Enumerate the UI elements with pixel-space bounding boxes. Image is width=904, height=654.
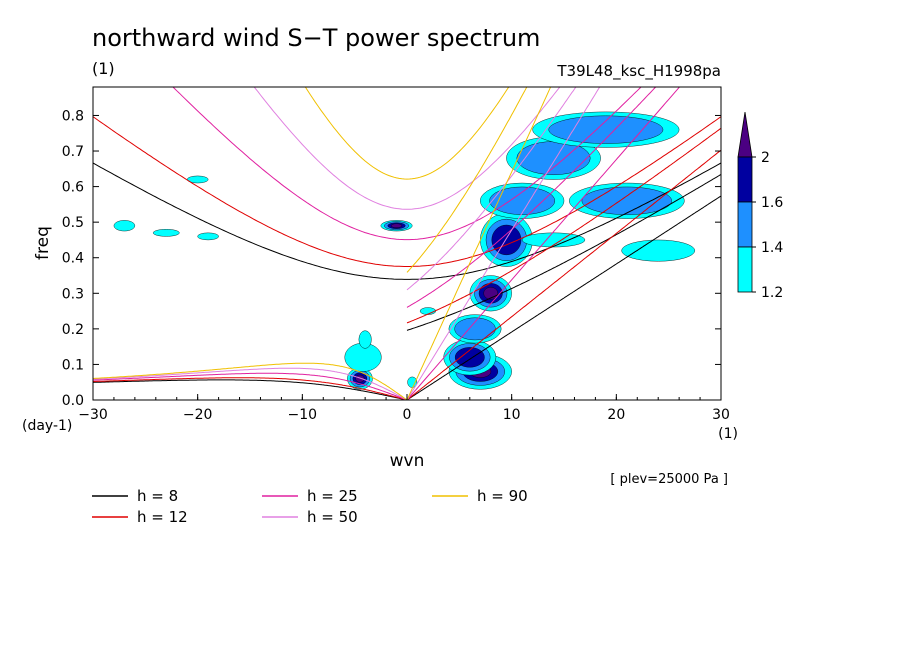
- colorbar-segment: [737, 156, 753, 203]
- x-axis: −30 −20 −10 0 10 20 30: [78, 394, 730, 423]
- chart-subtitle-right: T39L48_ksc_H1998pa: [556, 62, 721, 81]
- ig-curve-h90: [304, 87, 510, 180]
- contour-level-1: [521, 232, 586, 248]
- y-tick-label: 0.2: [62, 322, 84, 338]
- contour-level-1: [113, 220, 136, 232]
- mrg-curve-h50: [406, 87, 577, 291]
- colorbar-label: 2: [761, 150, 770, 166]
- contour-level-3: [454, 347, 485, 368]
- x-unit-label: (1): [718, 426, 738, 442]
- colorbar-label: 1.4: [761, 240, 783, 256]
- chart-title: northward wind S−T power spectrum: [92, 24, 540, 52]
- rossby-curve-h90: [93, 362, 408, 400]
- contour-level-2: [489, 186, 555, 215]
- rossby-curve-h25: [93, 372, 408, 400]
- contour-level-1: [197, 232, 219, 241]
- legend-label: h = 90: [477, 487, 528, 505]
- legend-label: h = 8: [137, 487, 178, 505]
- colorbar: 2 1.6 1.4 1.2: [737, 111, 783, 301]
- kelvin-curve-h50: [406, 87, 601, 400]
- y-tick-label: 0.0: [62, 393, 84, 409]
- y-tick-label: 0.1: [62, 357, 84, 373]
- ig-curve-h25: [172, 87, 642, 241]
- dispersion-curves: [93, 87, 721, 400]
- x-tick-label: −30: [78, 407, 108, 423]
- y-axis: 0.0 0.1 0.2 0.3 0.4 0.5 0.6 0.7 0.8: [62, 108, 721, 409]
- contour-blob: [480, 182, 565, 219]
- ig-curve-h12: [93, 116, 721, 267]
- contour-blob: [480, 213, 533, 267]
- mrg-curve-h8: [406, 174, 721, 331]
- y-axis-label: freq: [33, 226, 53, 260]
- ig-curve-h50: [253, 87, 561, 210]
- x-tick-label: −10: [288, 407, 318, 423]
- legend-label: h = 12: [137, 508, 188, 526]
- x-tick-label: 10: [503, 407, 521, 423]
- mrg-curve-h25: [406, 87, 657, 308]
- colorbar-segment: [737, 246, 753, 293]
- x-tick-label: 30: [712, 407, 730, 423]
- contour-blob: [113, 220, 136, 232]
- legend-label: h = 25: [307, 487, 358, 505]
- y-tick-label: 0.8: [62, 108, 84, 124]
- kelvin-curve-h90: [406, 87, 552, 400]
- chart-subtitle-left: (1): [92, 59, 115, 78]
- rossby-curve-h12: [93, 377, 408, 400]
- contour-fills: [113, 111, 696, 390]
- legend-label: h = 50: [307, 508, 358, 526]
- contour-blob: [443, 339, 497, 376]
- y-unit-label: (day-1): [22, 418, 72, 434]
- x-axis-label: wvn: [390, 451, 425, 471]
- contour-blob: [521, 232, 586, 248]
- contour-blob: [469, 275, 512, 312]
- contour-level-3: [491, 224, 522, 256]
- ig-curve-h8: [93, 162, 721, 280]
- contour-blob: [621, 239, 696, 262]
- kelvin-curve-h12: [406, 149, 721, 400]
- contour-blob: [380, 220, 413, 232]
- y-tick-label: 0.5: [62, 215, 84, 231]
- level-note: [ plev=25000 Pa ]: [610, 472, 728, 487]
- contour-level-2: [454, 317, 496, 341]
- x-tick-label: 0: [403, 407, 412, 423]
- rossby-curve-h8: [93, 379, 408, 400]
- x-tick-label: −20: [183, 407, 213, 423]
- mrg-curve-h90: [406, 87, 528, 273]
- contour-blob: [358, 330, 372, 349]
- colorbar-top-triangle: [737, 111, 753, 158]
- contour-blob: [197, 232, 219, 241]
- kelvin-curve-h8: [406, 195, 721, 400]
- colorbar-label: 1.2: [761, 285, 783, 301]
- contour-level-4: [390, 223, 403, 228]
- rossby-curve-h50: [93, 367, 408, 400]
- y-tick-label: 0.4: [62, 251, 84, 267]
- legend: h = 8 h = 12 h = 25 h = 50 h = 90: [92, 487, 528, 526]
- contour-blob: [152, 229, 180, 237]
- colorbar-label: 1.6: [761, 195, 783, 211]
- y-tick-label: 0.3: [62, 286, 84, 302]
- contour-level-1: [152, 229, 180, 237]
- kelvin-curve-h25: [406, 87, 681, 400]
- contour-level-1: [358, 330, 372, 349]
- y-tick-label: 0.6: [62, 180, 84, 196]
- y-tick-label: 0.7: [62, 144, 84, 160]
- contour-level-1: [621, 239, 696, 262]
- mrg-curve-h12: [406, 127, 721, 324]
- x-tick-label: 20: [607, 407, 625, 423]
- colorbar-segment: [737, 201, 753, 248]
